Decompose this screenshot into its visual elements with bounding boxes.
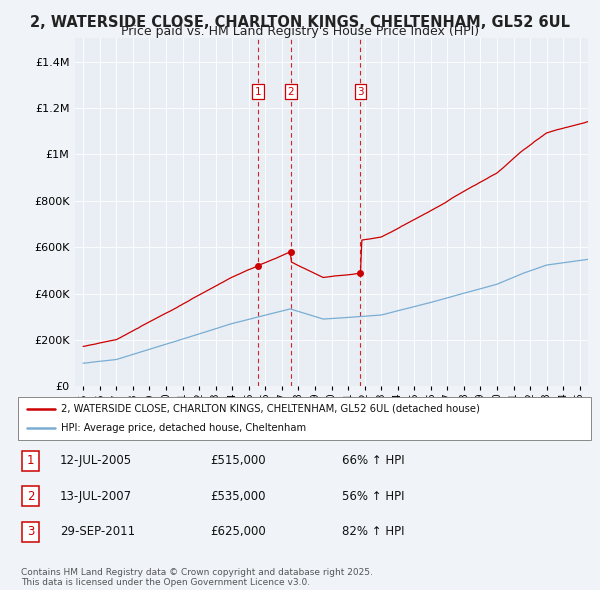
Text: 13-JUL-2007: 13-JUL-2007 — [60, 490, 132, 503]
Text: 56% ↑ HPI: 56% ↑ HPI — [342, 490, 404, 503]
Text: 2: 2 — [27, 490, 34, 503]
Text: Contains HM Land Registry data © Crown copyright and database right 2025.
This d: Contains HM Land Registry data © Crown c… — [21, 568, 373, 587]
Text: Price paid vs. HM Land Registry's House Price Index (HPI): Price paid vs. HM Land Registry's House … — [121, 25, 479, 38]
Text: 3: 3 — [27, 525, 34, 538]
Text: 2, WATERSIDE CLOSE, CHARLTON KINGS, CHELTENHAM, GL52 6UL: 2, WATERSIDE CLOSE, CHARLTON KINGS, CHEL… — [30, 15, 570, 30]
Text: £625,000: £625,000 — [210, 525, 266, 538]
FancyBboxPatch shape — [22, 486, 39, 506]
Text: £535,000: £535,000 — [210, 490, 265, 503]
Text: 1: 1 — [254, 87, 261, 97]
FancyBboxPatch shape — [18, 397, 591, 440]
Text: 1: 1 — [27, 454, 34, 467]
Text: 3: 3 — [357, 87, 364, 97]
Text: £515,000: £515,000 — [210, 454, 266, 467]
Text: HPI: Average price, detached house, Cheltenham: HPI: Average price, detached house, Chel… — [61, 423, 306, 433]
Text: 2: 2 — [287, 87, 294, 97]
Text: 66% ↑ HPI: 66% ↑ HPI — [342, 454, 404, 467]
Text: 82% ↑ HPI: 82% ↑ HPI — [342, 525, 404, 538]
Text: 29-SEP-2011: 29-SEP-2011 — [60, 525, 135, 538]
Text: 2, WATERSIDE CLOSE, CHARLTON KINGS, CHELTENHAM, GL52 6UL (detached house): 2, WATERSIDE CLOSE, CHARLTON KINGS, CHEL… — [61, 404, 480, 414]
FancyBboxPatch shape — [22, 451, 39, 471]
FancyBboxPatch shape — [22, 522, 39, 542]
Text: 12-JUL-2005: 12-JUL-2005 — [60, 454, 132, 467]
